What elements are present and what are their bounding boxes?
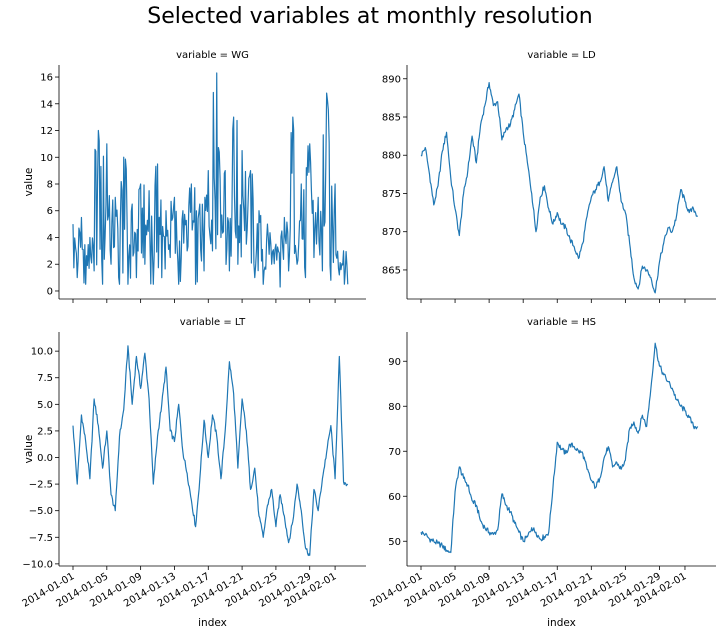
y-tick-label: 7.5 — [37, 373, 53, 384]
panel-title: variable = LT — [180, 317, 246, 328]
y-tick-label: 16 — [40, 73, 53, 84]
y-tick-label: 870 — [382, 227, 401, 238]
y-tick-label: 865 — [382, 265, 401, 276]
y-tick-label: 885 — [382, 113, 401, 124]
y-axis-label: value — [23, 168, 35, 197]
panel-title: variable = WG — [176, 50, 249, 61]
y-tick-label: 4 — [47, 233, 53, 244]
y-tick-label: 10.0 — [31, 347, 53, 358]
y-tick-label: 880 — [382, 151, 401, 162]
y-tick-label: 890 — [382, 74, 401, 85]
facet-panel-3: variable = HS50607080902014-01-012014-01… — [369, 317, 716, 629]
facet-panel-1: variable = LD 865 870 875 880 885 890 — [382, 50, 716, 303]
y-tick-label: 50 — [388, 537, 401, 548]
y-tick-label: 875 — [382, 189, 401, 200]
series-line — [72, 72, 349, 288]
series-line — [72, 345, 349, 557]
x-axis-label: index — [198, 617, 227, 629]
y-tick-label: 2.5 — [37, 426, 53, 437]
y-tick-label: 80 — [388, 402, 401, 413]
facet-panel-2: variable = LT −10.0 −7.5 −5.0 −2.5 0.0 2.5 5.0 7… — [21, 317, 366, 629]
figure-title: Selected variables at monthly resolution — [147, 4, 592, 29]
y-tick-label: 2 — [47, 260, 53, 271]
x-axis-label: index — [547, 617, 576, 629]
y-tick-label: 70 — [388, 447, 401, 458]
panel-title: variable = LD — [527, 50, 596, 61]
y-tick-label: 12 — [40, 126, 53, 137]
y-tick-label: 14 — [40, 99, 53, 110]
y-tick-label: 90 — [388, 357, 401, 368]
series-line — [420, 81, 699, 294]
y-tick-label: −7.5 — [29, 533, 53, 544]
panel-title: variable = HS — [527, 317, 596, 328]
y-tick-label: 6 — [47, 206, 53, 217]
series-line — [420, 342, 699, 554]
y-tick-label: 8 — [47, 180, 53, 191]
y-tick-label: 10 — [40, 153, 53, 164]
y-tick-label: 5.0 — [37, 400, 53, 411]
y-tick-label: 0.0 — [37, 453, 53, 464]
y-tick-label: −5.0 — [29, 506, 53, 517]
y-tick-label: 0 — [47, 286, 53, 297]
facet-grid: variable = WG0246810121416valuevariable … — [21, 50, 716, 629]
facet-panel-0: variable = WG 0 2 4 6 8 10 12 14 16 value — [23, 50, 366, 303]
y-axis-label: value — [23, 435, 35, 464]
y-tick-label: −2.5 — [29, 480, 53, 491]
y-tick-label: 60 — [388, 492, 401, 503]
y-tick-label: −10.0 — [22, 559, 53, 570]
